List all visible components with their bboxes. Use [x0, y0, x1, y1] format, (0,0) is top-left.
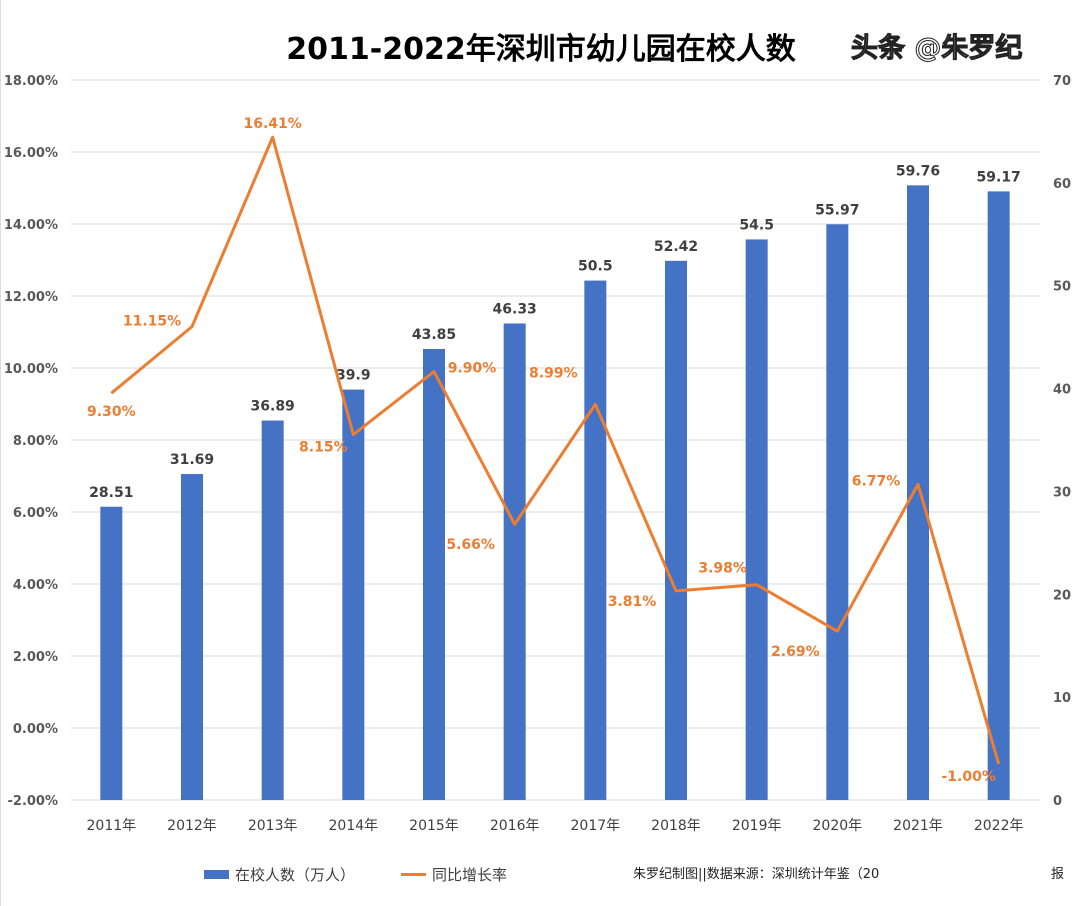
- bar-data-label: 59.76: [896, 163, 940, 179]
- legend-bar-swatch: [204, 870, 229, 879]
- left-axis-tick: 8.00%: [13, 434, 58, 449]
- bar: [503, 323, 526, 800]
- left-axis-tick: -2.00%: [8, 794, 59, 809]
- right-axis-tick: 40: [1053, 383, 1071, 398]
- line-data-label: 16.41%: [244, 116, 302, 132]
- bar: [181, 474, 203, 800]
- line-data-label: 8.99%: [529, 365, 578, 381]
- bar-data-label: 50.5: [578, 259, 613, 275]
- bar-data-label: 59.17: [977, 169, 1021, 185]
- source-note-tail: 报: [1051, 867, 1065, 882]
- left-axis-tick: 14.00%: [4, 218, 58, 233]
- x-axis-tick: 2020年: [813, 818, 863, 834]
- bar: [826, 224, 849, 800]
- line-data-label: 8.15%: [299, 440, 348, 456]
- left-axis-tick: 12.00%: [4, 290, 58, 305]
- bar: [261, 420, 284, 800]
- line-data-label: 3.81%: [608, 594, 657, 610]
- left-axis-tick: 16.00%: [4, 146, 58, 161]
- bar-data-label: 28.51: [89, 485, 133, 501]
- right-axis-tick: 20: [1053, 588, 1071, 603]
- line-data-label: 6.77%: [852, 473, 901, 489]
- bar: [584, 280, 607, 801]
- bar-data-label: 36.89: [251, 399, 295, 415]
- bar: [987, 191, 1010, 800]
- x-axis-tick: 2017年: [571, 818, 621, 834]
- right-axis-tick: 30: [1053, 485, 1071, 500]
- left-axis-tick: 2.00%: [13, 650, 58, 665]
- x-axis-tick: 2011年: [87, 818, 137, 834]
- bar-data-label: 31.69: [170, 452, 214, 468]
- x-axis-tick: 2022年: [974, 818, 1024, 834]
- bar-data-label: 46.33: [493, 301, 537, 317]
- chart-title: 2011-2022年深圳市幼儿园在校人数: [286, 32, 796, 67]
- line-data-label: 9.90%: [448, 361, 497, 377]
- line-data-label: 9.30%: [87, 404, 136, 420]
- x-axis-tick: 2018年: [651, 818, 701, 834]
- line-data-label: 2.69%: [771, 644, 820, 660]
- left-axis-tick: 6.00%: [13, 506, 58, 521]
- x-axis-tick: 2014年: [329, 818, 379, 834]
- bar: [342, 389, 365, 800]
- right-axis-tick: 50: [1053, 280, 1071, 295]
- line-data-label: 11.15%: [123, 314, 181, 330]
- x-axis-tick: 2013年: [248, 818, 298, 834]
- right-axis-tick: 0: [1053, 794, 1062, 809]
- legend-line-label: 同比增长率: [432, 866, 508, 884]
- bar: [423, 348, 445, 800]
- bar: [745, 239, 768, 800]
- bar: [665, 260, 687, 800]
- line-data-label: 3.98%: [698, 561, 747, 577]
- x-axis-tick: 2015年: [409, 818, 459, 834]
- right-axis-tick: 70: [1053, 74, 1071, 89]
- left-axis-tick: 18.00%: [4, 74, 58, 89]
- legend-bar-label: 在校人数（万人）: [235, 866, 356, 884]
- bar-data-label: 39.9: [336, 368, 371, 384]
- left-axis-tick: 4.00%: [13, 578, 58, 593]
- bar-data-label: 55.97: [815, 202, 859, 218]
- right-axis-tick: 10: [1053, 691, 1071, 706]
- x-axis-tick: 2012年: [167, 818, 217, 834]
- bar-data-label: 54.5: [739, 217, 774, 233]
- line-data-label: -1.00%: [941, 769, 995, 785]
- bar: [100, 506, 123, 800]
- source-note: 朱罗纪制图||数据来源：深圳统计年鉴（20: [633, 867, 880, 882]
- left-axis-tick: 0.00%: [13, 722, 58, 737]
- x-axis-tick: 2021年: [893, 818, 943, 834]
- growth-rate-line: [110, 135, 1001, 765]
- left-axis-tick: 10.00%: [4, 362, 58, 377]
- x-axis-tick: 2016年: [490, 818, 540, 834]
- legend-line-swatch: [401, 873, 427, 876]
- bar: [907, 185, 929, 801]
- bar-data-label: 52.42: [654, 239, 698, 255]
- x-axis-tick: 2019年: [732, 818, 782, 834]
- watermark: 头条 @朱罗纪: [850, 33, 1023, 65]
- bar-data-label: 43.85: [412, 327, 456, 343]
- line-data-label: 5.66%: [446, 537, 495, 553]
- legend: 在校人数（万人） 同比增长率: [204, 864, 507, 885]
- right-axis-tick: 60: [1053, 177, 1071, 192]
